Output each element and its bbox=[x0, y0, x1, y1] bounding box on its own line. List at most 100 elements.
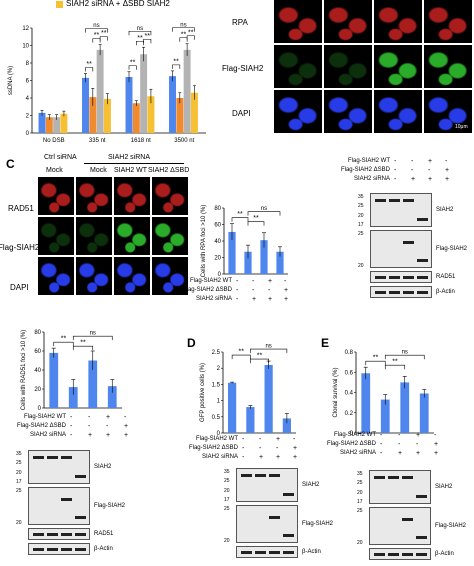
blot-band bbox=[402, 518, 413, 521]
y-tick-label: 2 bbox=[26, 114, 30, 120]
condition-sign: - bbox=[268, 287, 271, 294]
blot-panel bbox=[236, 505, 298, 543]
micro-c-r1c2 bbox=[114, 217, 150, 255]
condition-label: Flag-SIAH2 WT bbox=[23, 414, 66, 420]
blot-band bbox=[402, 553, 413, 556]
blot-band bbox=[33, 533, 44, 536]
blot-band bbox=[269, 516, 280, 519]
y-tick-label: 0 bbox=[218, 272, 222, 278]
condition-sign: - bbox=[88, 414, 91, 421]
condition-sign: - bbox=[236, 296, 239, 303]
mw-marker: 20 bbox=[358, 263, 364, 269]
blot-label: Flag-SIAH2 bbox=[94, 503, 126, 509]
bar bbox=[169, 76, 176, 133]
sig-bracket-ns bbox=[85, 28, 108, 33]
row-label-flag: Flag-SIAH2 bbox=[222, 64, 264, 73]
sig-bracket-label: ** bbox=[392, 359, 398, 366]
blot-panel bbox=[236, 468, 298, 502]
y-tick-label: 0.6 bbox=[345, 370, 354, 376]
condition-sign: - bbox=[445, 158, 448, 165]
mw-marker: 17 bbox=[358, 222, 364, 228]
bar bbox=[380, 399, 390, 433]
y-tick-label: 2 bbox=[217, 366, 221, 372]
sig-bracket-ns-label: ns bbox=[137, 26, 143, 32]
sig-bracket-label: ** bbox=[173, 58, 179, 65]
bar bbox=[228, 382, 237, 433]
condition-sign: + bbox=[284, 287, 289, 294]
y-tick-label: 0.5 bbox=[212, 415, 221, 421]
y-axis-label: Cells with RPA foci >10 (%) bbox=[201, 205, 207, 278]
sig-bracket-label: ** bbox=[237, 211, 243, 218]
y-axis-label: GFP positive cells (%) bbox=[200, 363, 206, 422]
y-tick-label: 80 bbox=[34, 330, 41, 336]
blot-label: Flag-SIAH2 bbox=[436, 246, 468, 252]
mw-marker: 35 bbox=[357, 471, 363, 477]
sig-bracket bbox=[186, 35, 195, 40]
sig-bracket-label: ** bbox=[86, 61, 92, 68]
blot-band bbox=[375, 291, 386, 294]
blot-band bbox=[374, 553, 385, 556]
sig-bracket bbox=[128, 65, 137, 70]
y-tick-label: 0.2 bbox=[345, 411, 354, 417]
sig-bracket bbox=[231, 217, 249, 222]
microscopy-top: RPA Flag-SIAH2 DAPI 10μm bbox=[222, 0, 474, 135]
bar bbox=[361, 373, 371, 433]
condition-label: Flag-SIAH2 ΔSBD bbox=[340, 167, 390, 173]
sig-bracket-ns-label: ns bbox=[180, 22, 186, 28]
condition-sign: - bbox=[284, 278, 287, 285]
condition-sign: - bbox=[242, 436, 245, 443]
condition-sign: - bbox=[259, 445, 262, 452]
y-tick-label: 60 bbox=[34, 349, 41, 355]
condition-sign: + bbox=[428, 158, 433, 165]
condition-sign: + bbox=[428, 176, 433, 183]
blot-band bbox=[417, 218, 428, 221]
blot-band bbox=[417, 276, 428, 279]
micro-c-r2c0 bbox=[38, 257, 74, 295]
blot-panel bbox=[370, 193, 432, 227]
condition-label: SIAH2 siRNA bbox=[339, 450, 376, 456]
blot-band bbox=[389, 291, 400, 294]
sig-bracket bbox=[247, 221, 265, 226]
mw-marker: 25 bbox=[16, 460, 22, 467]
condition-sign: - bbox=[434, 432, 437, 439]
blot-band bbox=[374, 476, 385, 479]
condition-sign: + bbox=[276, 436, 281, 443]
y-tick-label: 0 bbox=[38, 406, 42, 412]
scale-bar-label: 10μm bbox=[455, 124, 468, 130]
mw-marker: 25 bbox=[224, 478, 230, 485]
micro-top-r2c3 bbox=[424, 90, 472, 133]
condition-sign: + bbox=[252, 296, 257, 303]
blot-label: β-Actin bbox=[436, 289, 455, 295]
blot-label: Flag-SIAH2 bbox=[435, 523, 467, 529]
sig-bracket-ns-label: ns bbox=[261, 206, 267, 212]
bar bbox=[400, 382, 410, 433]
y-tick-label: 40 bbox=[214, 239, 221, 245]
scale-bar-label-c: 10μm bbox=[167, 300, 180, 306]
blot-band bbox=[388, 476, 399, 479]
condition-sign: + bbox=[284, 296, 289, 303]
condition-sign: + bbox=[434, 441, 439, 448]
micro-top-r1c1 bbox=[324, 45, 372, 88]
micro-top-r1c0 bbox=[274, 45, 322, 88]
condition-sign: - bbox=[394, 158, 397, 165]
micro-c-r0c2 bbox=[114, 177, 150, 215]
blot-band bbox=[283, 534, 294, 537]
sig-bracket-ns-label: ns bbox=[93, 23, 99, 29]
sig-bracket-label: ** bbox=[61, 336, 67, 343]
mw-marker: 25 bbox=[16, 488, 22, 494]
sig-bracket bbox=[72, 345, 94, 351]
condition-label: Flag-SIAH2 ΔSBD bbox=[16, 423, 66, 429]
mw-marker: 25 bbox=[358, 231, 364, 237]
clonal-chart: 0 0.2 0.4 0.6 0.8 Clonal survival (%) ** ** ns bbox=[333, 350, 434, 437]
condition-label: Flag-SIAH2 WT bbox=[195, 436, 238, 442]
sig-bracket-label: ** bbox=[253, 215, 259, 222]
blot-band bbox=[269, 474, 280, 477]
bar bbox=[103, 98, 111, 133]
condition-sign: + bbox=[124, 423, 129, 430]
condition-label: SIAH2 siRNA bbox=[195, 296, 232, 302]
blot-label: SIAH2 bbox=[302, 482, 320, 488]
blot-label: SIAH2 bbox=[435, 484, 453, 490]
micro-top-r0c0 bbox=[274, 0, 322, 43]
blot-band bbox=[402, 476, 413, 479]
blot-band bbox=[241, 474, 252, 477]
